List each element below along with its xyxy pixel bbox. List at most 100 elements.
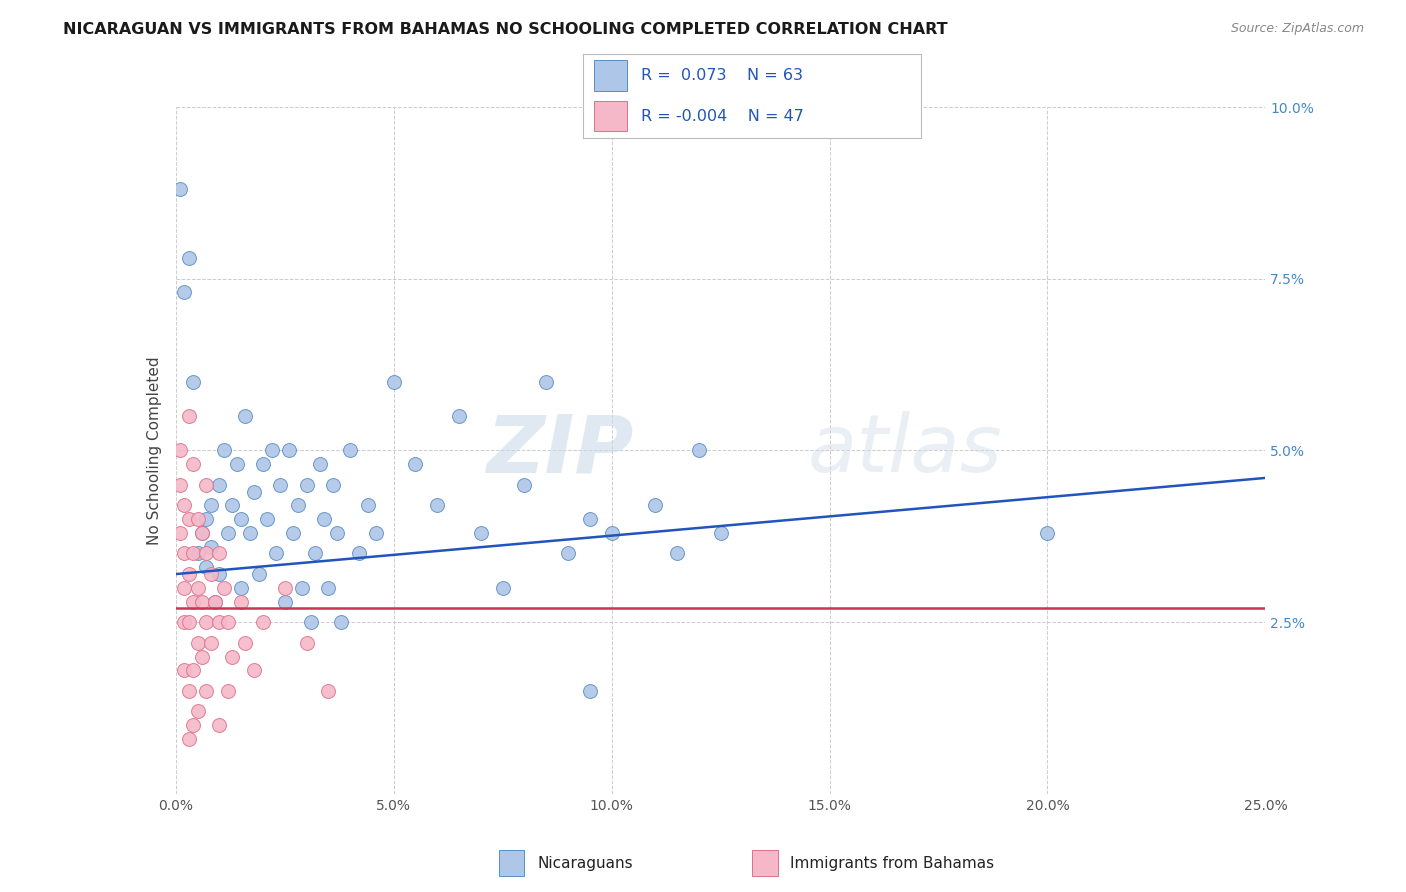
Text: R = -0.004    N = 47: R = -0.004 N = 47 [641, 109, 804, 124]
Point [195, 512, 218, 526]
Point [283, 525, 305, 540]
Point [208, 615, 231, 630]
Point [169, 478, 191, 492]
Text: Source: ZipAtlas.com: Source: ZipAtlas.com [1230, 22, 1364, 36]
Point [191, 594, 214, 608]
Point [243, 663, 266, 677]
Text: atlas: atlas [807, 411, 1002, 490]
Point [173, 663, 195, 677]
Point [169, 525, 191, 540]
Point [186, 705, 209, 719]
Point [191, 525, 214, 540]
Point [269, 478, 291, 492]
Point [247, 567, 270, 582]
Point [186, 546, 209, 561]
Point [470, 525, 492, 540]
Point [366, 525, 388, 540]
Point [186, 512, 209, 526]
Point [339, 443, 361, 458]
Point [295, 636, 318, 650]
Point [177, 615, 200, 630]
Point [208, 478, 231, 492]
Point [173, 285, 195, 300]
Point [304, 546, 326, 561]
Point [318, 683, 340, 698]
Point [1036, 525, 1059, 540]
Point [274, 594, 297, 608]
Point [447, 409, 470, 423]
Point [260, 443, 283, 458]
Point [426, 499, 449, 513]
Point [200, 636, 222, 650]
Point [274, 581, 297, 595]
Point [195, 683, 218, 698]
Point [177, 251, 200, 265]
Point [299, 615, 322, 630]
Point [169, 182, 191, 196]
Point [181, 546, 204, 561]
Point [186, 581, 209, 595]
Text: Immigrants from Bahamas: Immigrants from Bahamas [790, 855, 994, 871]
Point [231, 512, 253, 526]
Point [204, 594, 226, 608]
Point [181, 457, 204, 471]
Point [278, 443, 301, 458]
Point [217, 683, 239, 698]
Point [225, 457, 247, 471]
Point [177, 731, 200, 746]
Point [666, 546, 689, 561]
Point [221, 499, 243, 513]
Point [173, 615, 195, 630]
Point [347, 546, 370, 561]
Point [200, 567, 222, 582]
Point [195, 546, 218, 561]
Point [243, 484, 266, 499]
Point [212, 443, 235, 458]
Point [557, 546, 579, 561]
Point [287, 499, 309, 513]
Point [181, 663, 204, 677]
Point [208, 718, 231, 732]
Point [256, 512, 278, 526]
Point [322, 478, 344, 492]
FancyBboxPatch shape [752, 850, 778, 876]
Point [235, 409, 257, 423]
Point [177, 512, 200, 526]
Point [579, 512, 602, 526]
Point [208, 546, 231, 561]
Y-axis label: No Schooling Completed: No Schooling Completed [146, 356, 162, 545]
Point [208, 567, 231, 582]
Point [492, 581, 515, 595]
Point [177, 683, 200, 698]
Point [173, 581, 195, 595]
Point [382, 375, 405, 389]
Text: NICARAGUAN VS IMMIGRANTS FROM BAHAMAS NO SCHOOLING COMPLETED CORRELATION CHART: NICARAGUAN VS IMMIGRANTS FROM BAHAMAS NO… [63, 22, 948, 37]
Point [200, 540, 222, 554]
Point [356, 499, 378, 513]
Text: ZIP: ZIP [486, 411, 633, 490]
Point [173, 499, 195, 513]
Point [579, 683, 602, 698]
Point [513, 478, 536, 492]
Point [688, 443, 710, 458]
Point [235, 636, 257, 650]
Point [405, 457, 427, 471]
Point [231, 594, 253, 608]
Point [252, 457, 274, 471]
Point [181, 375, 204, 389]
Point [326, 525, 349, 540]
Point [177, 409, 200, 423]
Point [710, 525, 733, 540]
Point [195, 478, 218, 492]
Point [204, 594, 226, 608]
Point [308, 457, 330, 471]
Point [195, 560, 218, 574]
FancyBboxPatch shape [593, 61, 627, 91]
Point [191, 525, 214, 540]
Point [231, 581, 253, 595]
Point [181, 718, 204, 732]
Point [195, 615, 218, 630]
Point [186, 636, 209, 650]
Point [264, 546, 287, 561]
Point [330, 615, 353, 630]
